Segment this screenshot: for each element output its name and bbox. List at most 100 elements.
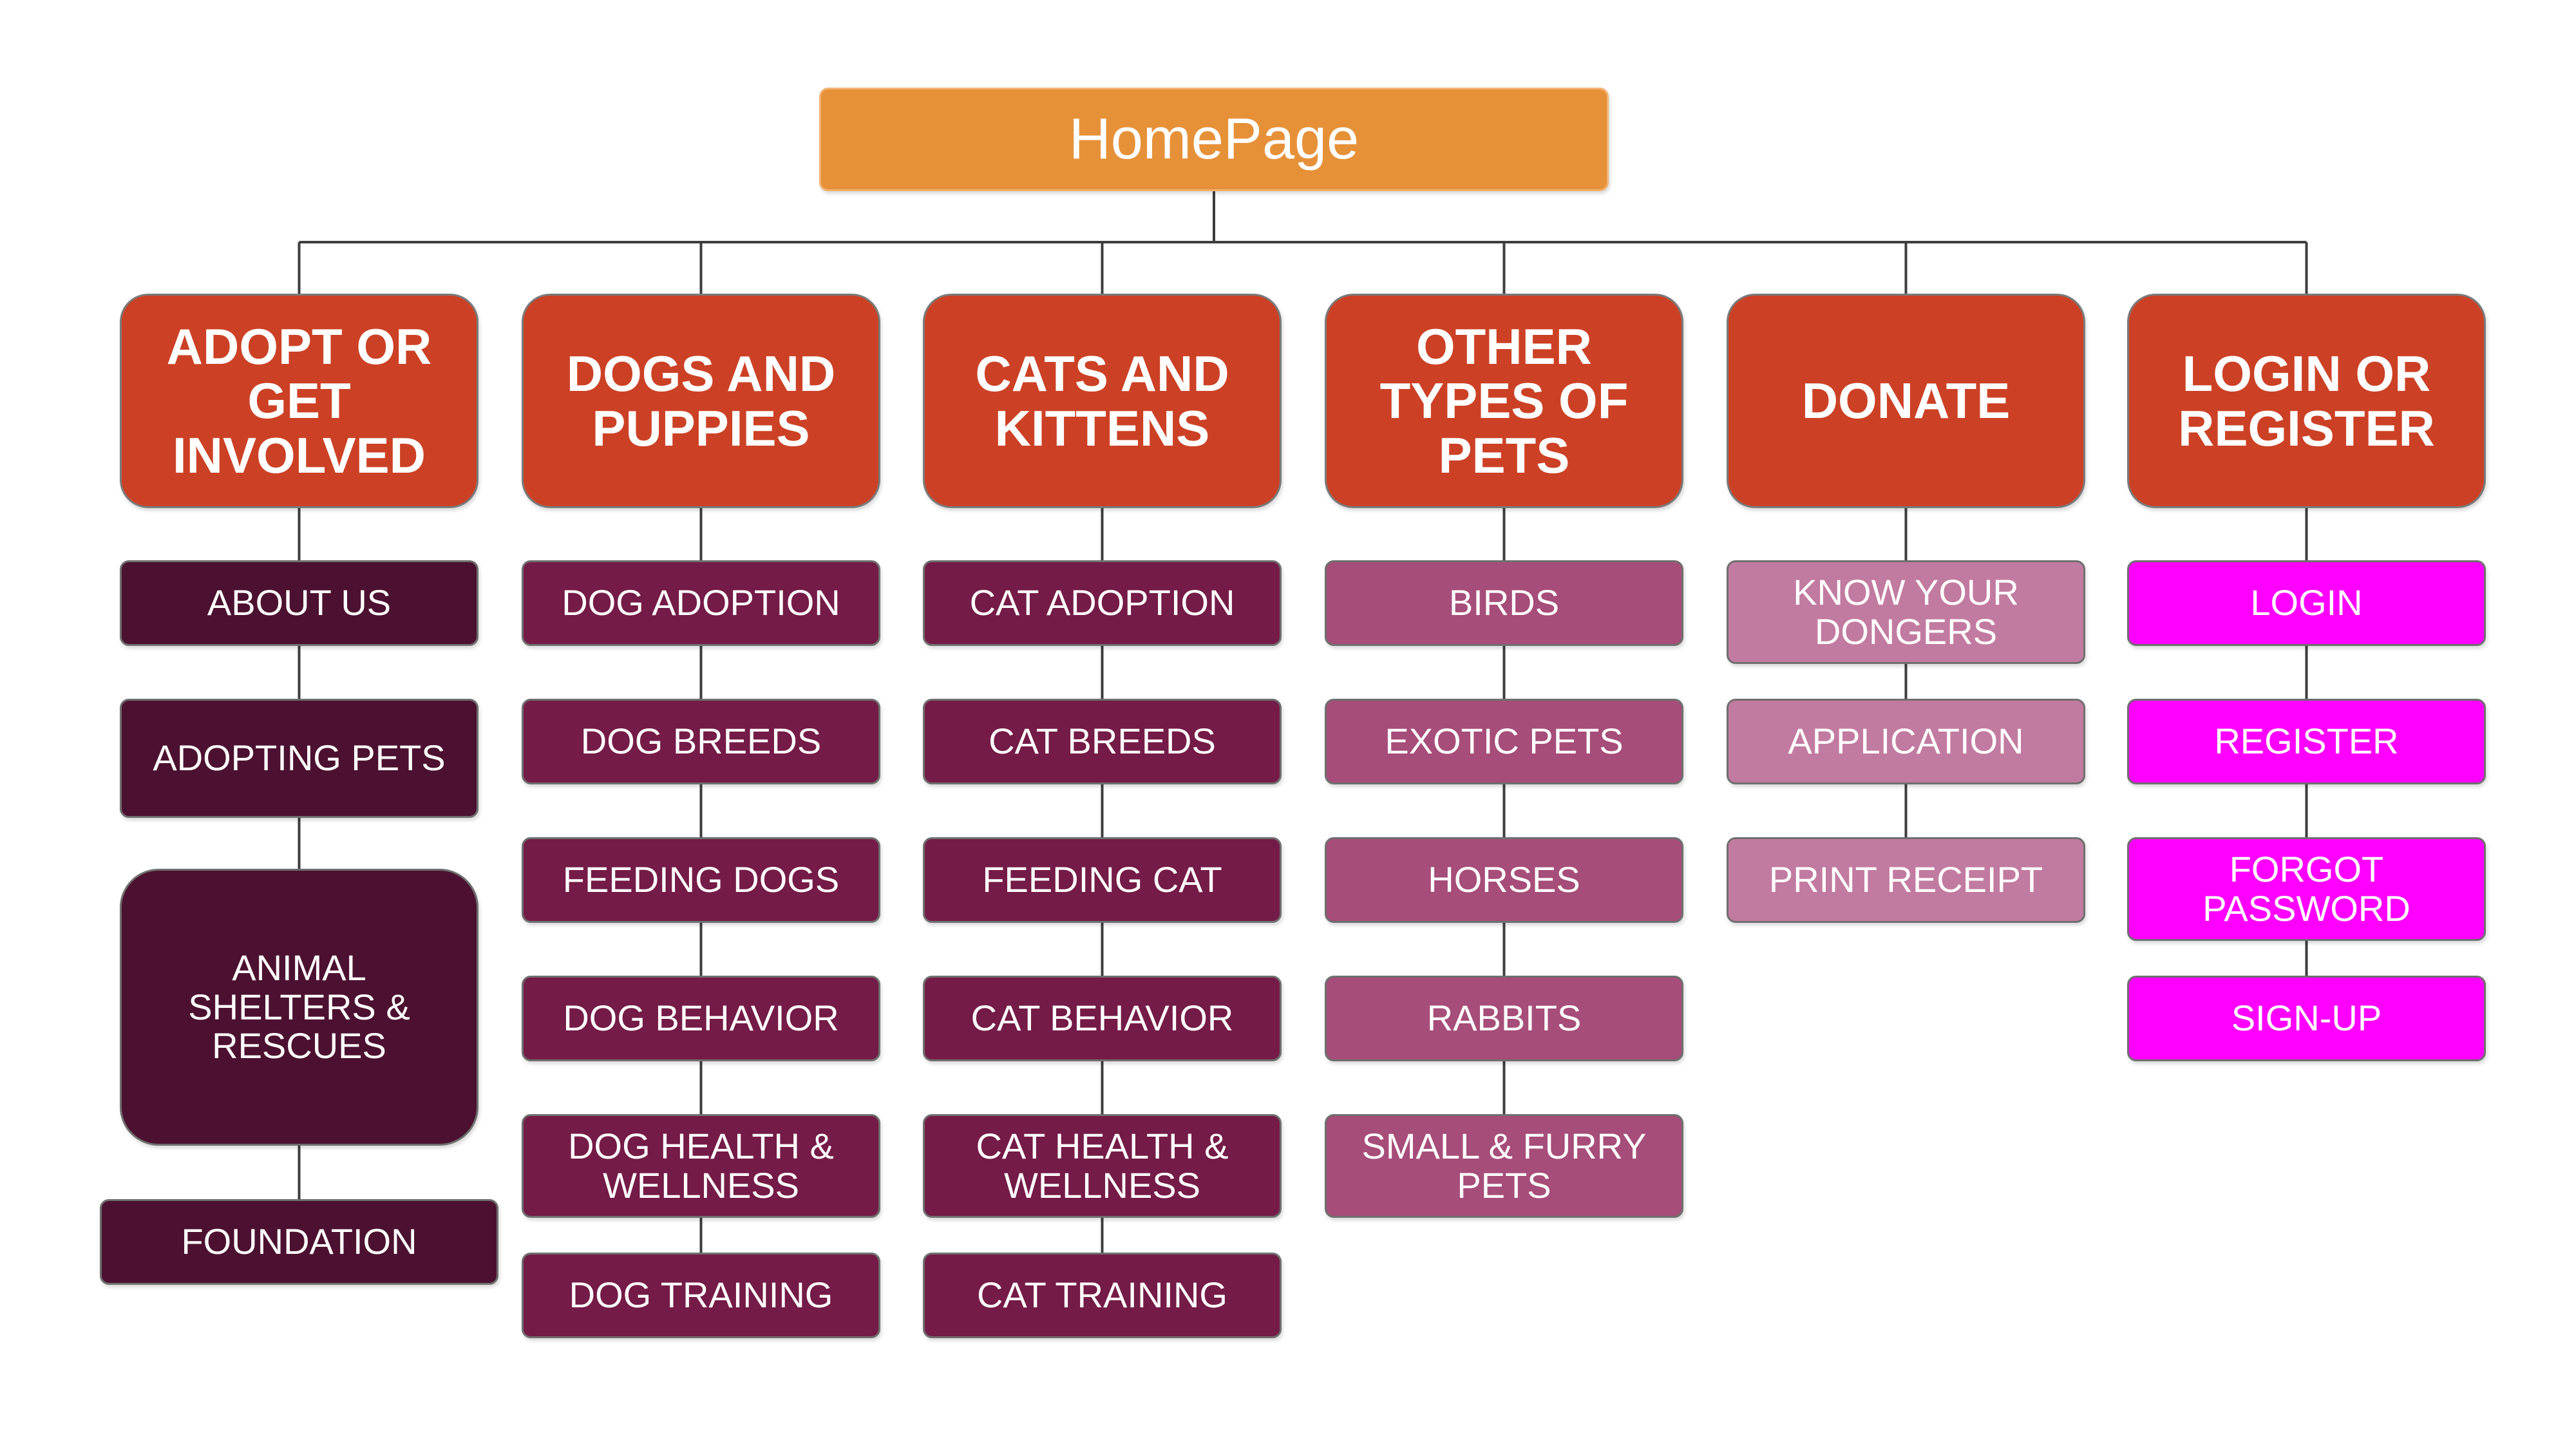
- item-feeding-dogs-text: FEEDING DOGS: [563, 860, 839, 899]
- item-foundation-line: FOUNDATION: [181, 1221, 417, 1262]
- item-rabbits-line: RABBITS: [1426, 998, 1582, 1039]
- item-register-text: REGISTER: [2214, 721, 2399, 762]
- item-cat-training: CAT TRAINING: [923, 1253, 1282, 1338]
- category-login-or-register: LOGIN OR REGISTER: [2127, 294, 2486, 508]
- item-small-furry-pets-text: SMALL & FURRY PETS: [1361, 1126, 1647, 1206]
- category-adopt-or-get-involved-text: ADOPT OR GET INVOLVED: [167, 319, 432, 482]
- item-dog-adoption-text: DOG ADOPTION: [562, 583, 840, 622]
- item-cat-adoption-text: CAT ADOPTION: [970, 583, 1235, 622]
- homepage-node: HomePage: [819, 88, 1609, 191]
- item-animal-shelters-rescues-line: ANIMAL: [232, 947, 366, 989]
- category-other-types-of-pets-line: OTHER: [1416, 318, 1592, 375]
- item-cat-adoption: CAT ADOPTION: [923, 560, 1282, 646]
- item-feeding-cat-line: FEEDING CAT: [982, 859, 1222, 900]
- item-adopting-pets: ADOPTING PETS: [120, 699, 478, 818]
- item-dog-adoption-line: DOG ADOPTION: [562, 582, 840, 623]
- item-sign-up: SIGN-UP: [2127, 976, 2486, 1061]
- item-exotic-pets-text: EXOTIC PETS: [1385, 721, 1624, 762]
- category-dogs-and-puppies-line: PUPPIES: [592, 399, 810, 457]
- item-know-your-dongers-line: KNOW YOUR: [1793, 572, 2019, 613]
- category-cats-and-kittens-line: KITTENS: [994, 399, 1210, 457]
- item-application-text: APPLICATION: [1788, 721, 2024, 762]
- category-donate-line: DONATE: [1801, 372, 2011, 430]
- item-dog-health-wellness-text: DOG HEALTH & WELLNESS: [568, 1126, 834, 1205]
- category-login-or-register-line: REGISTER: [2178, 399, 2435, 457]
- item-adopting-pets-line: ADOPTING PETS: [153, 737, 446, 779]
- category-donate: DONATE: [1727, 294, 2085, 508]
- category-cats-and-kittens: CATS AND KITTENS: [923, 294, 1282, 508]
- category-adopt-or-get-involved-line: ADOPT OR: [166, 318, 432, 375]
- item-birds-text: BIRDS: [1449, 583, 1559, 622]
- item-dog-breeds-text: DOG BREEDS: [580, 721, 822, 762]
- item-cat-training-line: CAT TRAINING: [977, 1274, 1227, 1316]
- category-login-or-register-text: LOGIN OR REGISTER: [2178, 346, 2435, 455]
- item-login: LOGIN: [2127, 560, 2486, 646]
- item-forgot-password-line: PASSWORD: [2202, 887, 2410, 929]
- item-forgot-password-line: FORGOT: [2229, 849, 2384, 890]
- item-dog-adoption: DOG ADOPTION: [522, 560, 880, 646]
- item-cat-behavior-line: CAT BEHAVIOR: [971, 998, 1234, 1039]
- category-other-types-of-pets-line: PETS: [1438, 426, 1570, 484]
- item-cat-adoption-line: CAT ADOPTION: [969, 582, 1235, 623]
- item-print-receipt: PRINT RECEIPT: [1727, 837, 2085, 923]
- item-birds-line: BIRDS: [1448, 582, 1560, 623]
- item-register: REGISTER: [2127, 699, 2486, 784]
- item-small-furry-pets-line: PETS: [1457, 1164, 1551, 1206]
- item-rabbits: RABBITS: [1325, 976, 1683, 1061]
- item-feeding-dogs-line: FEEDING DOGS: [562, 859, 840, 900]
- category-dogs-and-puppies: DOGS AND PUPPIES: [522, 294, 880, 508]
- item-animal-shelters-rescues-text: ANIMAL SHELTERS & RESCUES: [188, 947, 410, 1066]
- item-feeding-dogs: FEEDING DOGS: [522, 837, 880, 923]
- item-exotic-pets: EXOTIC PETS: [1325, 699, 1683, 784]
- item-application: APPLICATION: [1727, 699, 2085, 784]
- category-login-or-register-line: LOGIN OR: [2182, 345, 2431, 402]
- category-adopt-or-get-involved-line: INVOLVED: [173, 426, 426, 484]
- category-other-types-of-pets: OTHER TYPES OF PETS: [1325, 294, 1683, 508]
- item-register-line: REGISTER: [2214, 721, 2399, 762]
- category-cats-and-kittens-text: CATS AND KITTENS: [975, 346, 1229, 455]
- item-about-us: ABOUT US: [120, 560, 478, 646]
- item-cat-health-wellness-line: CAT HEALTH &: [976, 1126, 1229, 1167]
- item-about-us-text: ABOUT US: [207, 583, 391, 622]
- category-adopt-or-get-involved: ADOPT OR GET INVOLVED: [120, 294, 478, 508]
- item-animal-shelters-rescues-line: RESCUES: [212, 1025, 386, 1066]
- category-adopt-or-get-involved-line: GET: [247, 372, 351, 430]
- category-other-types-of-pets-text: OTHER TYPES OF PETS: [1380, 319, 1629, 482]
- item-dog-health-wellness-line: DOG HEALTH &: [568, 1126, 834, 1167]
- item-dog-training-text: DOG TRAINING: [569, 1274, 833, 1316]
- item-login-text: LOGIN: [2250, 583, 2362, 622]
- item-animal-shelters-rescues: ANIMAL SHELTERS & RESCUES: [120, 869, 478, 1146]
- item-cat-health-wellness-line: WELLNESS: [1004, 1164, 1200, 1206]
- item-sign-up-text: SIGN-UP: [2231, 998, 2382, 1037]
- item-exotic-pets-line: EXOTIC PETS: [1385, 721, 1624, 762]
- item-application-line: APPLICATION: [1788, 721, 2024, 762]
- item-horses-line: HORSES: [1428, 859, 1580, 900]
- item-cat-breeds-line: CAT BREEDS: [989, 721, 1216, 762]
- item-forgot-password-text: FORGOT PASSWORD: [2202, 849, 2410, 929]
- item-feeding-cat-text: FEEDING CAT: [982, 860, 1222, 899]
- item-cat-training-text: CAT TRAINING: [977, 1274, 1227, 1316]
- item-dog-breeds-line: DOG BREEDS: [580, 721, 822, 762]
- item-horses-text: HORSES: [1428, 860, 1580, 899]
- item-foundation-text: FOUNDATION: [181, 1222, 417, 1261]
- category-cats-and-kittens-line: CATS AND: [975, 345, 1229, 402]
- item-know-your-dongers-text: KNOW YOUR DONGERS: [1793, 573, 2019, 651]
- item-adopting-pets-text: ADOPTING PETS: [153, 737, 446, 779]
- item-dog-breeds: DOG BREEDS: [522, 699, 880, 784]
- item-print-receipt-line: PRINT RECEIPT: [1768, 859, 2043, 900]
- item-small-furry-pets: SMALL & FURRY PETS: [1325, 1114, 1683, 1218]
- item-print-receipt-text: PRINT RECEIPT: [1769, 860, 2043, 899]
- item-rabbits-text: RABBITS: [1426, 998, 1582, 1039]
- category-donate-text: DONATE: [1802, 374, 2011, 428]
- item-dog-behavior-text: DOG BEHAVIOR: [563, 998, 838, 1037]
- item-dog-training: DOG TRAINING: [522, 1253, 880, 1338]
- item-forgot-password: FORGOT PASSWORD: [2127, 837, 2486, 941]
- item-horses: HORSES: [1325, 837, 1683, 923]
- item-cat-breeds-text: CAT BREEDS: [989, 721, 1216, 762]
- item-small-furry-pets-line: SMALL & FURRY: [1361, 1126, 1647, 1167]
- item-feeding-cat: FEEDING CAT: [923, 837, 1282, 923]
- item-dog-training-line: DOG TRAINING: [569, 1274, 833, 1316]
- item-foundation: FOUNDATION: [100, 1199, 498, 1285]
- item-animal-shelters-rescues-line: SHELTERS &: [188, 986, 410, 1027]
